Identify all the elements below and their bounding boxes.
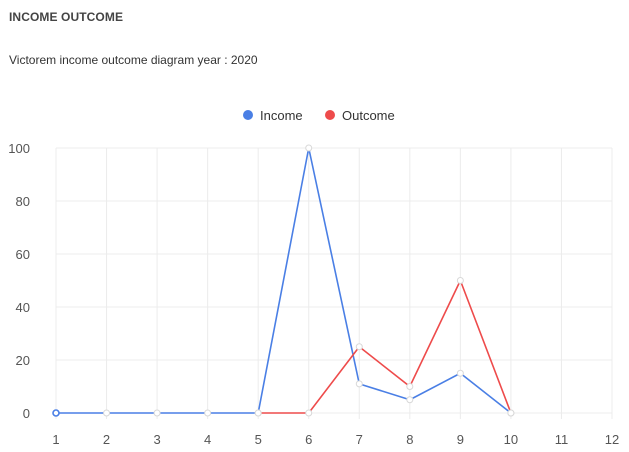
- legend-marker-income: [243, 110, 253, 120]
- legend-label-outcome: Outcome: [342, 108, 395, 123]
- outcome-data-point[interactable]: [456, 277, 464, 284]
- income-data-point[interactable]: [305, 144, 313, 152]
- x-tick-label: 7: [356, 432, 363, 447]
- legend-marker-outcome: [325, 110, 335, 120]
- legend-item-income[interactable]: Income: [243, 108, 303, 123]
- income-data-point[interactable]: [355, 380, 363, 388]
- x-tick-label: 6: [305, 432, 312, 447]
- x-tick-label: 2: [103, 432, 110, 447]
- x-tick-label: 10: [504, 432, 518, 447]
- income-data-point[interactable]: [153, 409, 161, 417]
- income-series-line: [56, 147, 512, 414]
- chart-grid: [55, 147, 613, 419]
- y-tick-label: 80: [16, 194, 30, 209]
- y-axis: 0 20 40 60 80 100: [8, 141, 30, 421]
- outcome-data-point[interactable]: [305, 409, 313, 417]
- y-tick-label: 20: [16, 353, 30, 368]
- x-tick-label: 5: [255, 432, 262, 447]
- outcome-data-point[interactable]: [355, 343, 363, 351]
- x-tick-label: 3: [153, 432, 160, 447]
- x-tick-label: 4: [204, 432, 211, 447]
- x-tick-label: 12: [605, 432, 619, 447]
- y-tick-label: 100: [8, 141, 30, 156]
- legend-item-outcome[interactable]: Outcome: [325, 108, 395, 123]
- chart-subtitle: Victorem income outcome diagram year : 2…: [9, 53, 258, 67]
- series-points: [52, 144, 515, 417]
- y-tick-label: 40: [16, 300, 30, 315]
- x-tick-label: 8: [406, 432, 413, 447]
- income-data-point[interactable]: [406, 396, 414, 404]
- outcome-data-point[interactable]: [254, 409, 262, 417]
- x-axis: 1 2 3 4 5 6 7 8 9 10 11 12: [52, 432, 619, 447]
- series-lines: [56, 147, 512, 414]
- income-data-point[interactable]: [204, 409, 212, 417]
- income-data-point[interactable]: [103, 409, 111, 417]
- x-tick-label: 9: [457, 432, 464, 447]
- outcome-series-line: [258, 279, 512, 414]
- outcome-data-point[interactable]: [507, 409, 515, 417]
- chart-title: INCOME OUTCOME: [9, 10, 124, 24]
- x-tick-label: 1: [52, 432, 59, 447]
- y-tick-label: 60: [16, 247, 30, 262]
- outcome-data-point[interactable]: [406, 383, 414, 390]
- x-tick-label: 11: [555, 432, 569, 447]
- income-data-point[interactable]: [456, 369, 464, 377]
- y-tick-label: 0: [23, 406, 30, 421]
- chart-legend[interactable]: Income Outcome: [243, 108, 395, 123]
- legend-label-income: Income: [260, 108, 303, 123]
- income-data-point[interactable]: [52, 409, 60, 417]
